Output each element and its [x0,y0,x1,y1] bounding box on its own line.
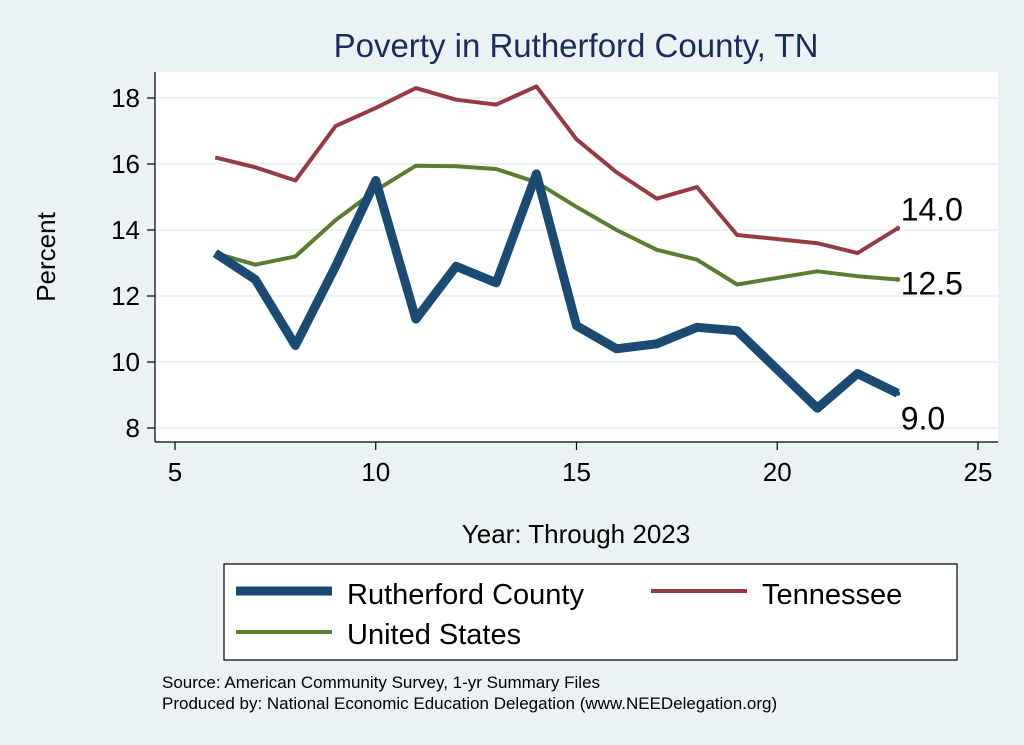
legend: Rutherford County Tennessee United State… [223,563,958,661]
plot-area [155,72,998,442]
y-ticks: 8 10 12 14 16 18 [111,83,155,443]
y-tick-label-18: 18 [111,83,140,113]
end-label-united-states: 12.5 [901,266,963,302]
source-note: Source: American Community Survey, 1-yr … [162,673,600,692]
end-labels: 14.0 12.5 9.0 [901,191,963,436]
y-tick-label-8: 8 [126,413,140,443]
y-tick-label-12: 12 [111,281,140,311]
series-line-rutherford-county [212,169,900,413]
x-tick-label-25: 25 [964,457,993,487]
series-endpoint-rutherford-county [895,390,901,396]
grid [156,97,998,429]
y-tick-label-14: 14 [111,215,140,245]
y-axis-label: Percent [31,211,61,301]
producer-note: Produced by: National Economic Education… [162,694,777,713]
legend-label-rutherford-county: Rutherford County [347,579,584,611]
x-tick-label-15: 15 [562,457,591,487]
x-tick-label-5: 5 [168,457,182,487]
end-label-rutherford-county: 9.0 [901,400,945,436]
x-ticks: 5 10 15 20 25 [168,442,993,487]
series-line-tennessee [214,84,899,256]
y-tick-label-16: 16 [111,149,140,179]
series-lines [212,84,901,413]
legend-label-tennessee: Tennessee [762,579,902,611]
legend-label-united-states: United States [347,619,521,651]
end-label-tennessee: 14.0 [901,191,963,227]
chart-title: Poverty in Rutherford County, TN [334,27,819,64]
series-endpoint-tennessee [895,225,901,231]
x-tick-label-10: 10 [361,457,390,487]
legend-box [223,563,958,661]
series-endpoint-united-states [895,277,901,282]
x-axis-label: Year: Through 2023 [462,519,690,549]
y-tick-label-10: 10 [111,347,140,377]
x-tick-label-20: 20 [763,457,792,487]
